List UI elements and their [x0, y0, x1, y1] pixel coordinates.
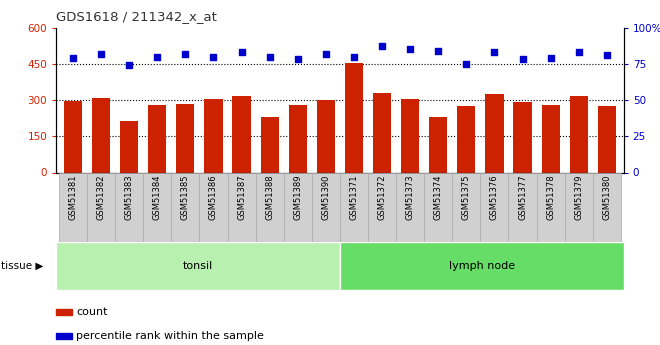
Text: GSM51373: GSM51373: [406, 175, 414, 220]
Point: [68, 55, 79, 61]
Point: [405, 47, 415, 52]
Bar: [373, 93, 391, 172]
Bar: [401, 99, 419, 172]
Text: GDS1618 / 211342_x_at: GDS1618 / 211342_x_at: [56, 10, 217, 23]
Text: GSM51378: GSM51378: [546, 175, 555, 220]
Bar: [255, 172, 284, 242]
Point: [236, 49, 247, 55]
Point: [461, 61, 472, 67]
Bar: [172, 172, 199, 242]
Text: GSM51371: GSM51371: [349, 175, 358, 220]
Bar: [176, 104, 195, 172]
Text: GSM51390: GSM51390: [321, 175, 331, 220]
Text: GSM51375: GSM51375: [462, 175, 471, 220]
Point: [321, 51, 331, 57]
Bar: [424, 172, 452, 242]
Bar: [56, 333, 72, 339]
Bar: [284, 172, 312, 242]
Point: [601, 52, 612, 58]
Text: GSM51376: GSM51376: [490, 175, 499, 220]
Point: [292, 57, 303, 62]
Bar: [480, 172, 508, 242]
Text: GSM51374: GSM51374: [434, 175, 443, 220]
Point: [377, 44, 387, 49]
Point: [96, 51, 106, 57]
Bar: [340, 241, 624, 290]
Bar: [64, 101, 82, 172]
Bar: [143, 172, 172, 242]
Bar: [148, 105, 166, 172]
Point: [208, 54, 218, 59]
Text: GSM51381: GSM51381: [69, 175, 77, 220]
Text: GSM51379: GSM51379: [574, 175, 583, 220]
Bar: [56, 241, 340, 290]
Text: GSM51383: GSM51383: [125, 175, 134, 220]
Bar: [452, 172, 480, 242]
Point: [124, 62, 135, 68]
Point: [348, 54, 359, 59]
Bar: [59, 172, 87, 242]
Bar: [120, 120, 139, 172]
Bar: [429, 117, 447, 172]
Bar: [593, 172, 621, 242]
Text: tonsil: tonsil: [183, 261, 213, 270]
Text: GSM51377: GSM51377: [518, 175, 527, 220]
Bar: [261, 117, 279, 172]
Text: count: count: [76, 307, 108, 317]
Bar: [228, 172, 255, 242]
Bar: [485, 94, 504, 172]
Bar: [87, 172, 115, 242]
Bar: [92, 98, 110, 172]
Text: GSM51385: GSM51385: [181, 175, 190, 220]
Bar: [317, 100, 335, 172]
Text: GSM51382: GSM51382: [96, 175, 106, 220]
Bar: [340, 172, 368, 242]
Point: [517, 57, 528, 62]
Bar: [565, 172, 593, 242]
Text: GSM51389: GSM51389: [293, 175, 302, 220]
Bar: [115, 172, 143, 242]
Bar: [537, 172, 565, 242]
Text: GSM51386: GSM51386: [209, 175, 218, 220]
Bar: [345, 62, 363, 172]
Text: GSM51384: GSM51384: [152, 175, 162, 220]
Text: lymph node: lymph node: [449, 261, 515, 270]
Bar: [288, 105, 307, 172]
Point: [265, 54, 275, 59]
Bar: [513, 102, 532, 172]
Text: GSM51372: GSM51372: [378, 175, 387, 220]
Point: [489, 49, 500, 55]
Text: GSM51387: GSM51387: [237, 175, 246, 220]
Point: [152, 54, 162, 59]
Point: [180, 51, 191, 57]
Bar: [205, 99, 222, 172]
Point: [574, 49, 584, 55]
Text: GSM51380: GSM51380: [603, 175, 611, 220]
Bar: [508, 172, 537, 242]
Bar: [598, 106, 616, 172]
Bar: [541, 105, 560, 172]
Bar: [457, 106, 475, 172]
Bar: [368, 172, 396, 242]
Text: percentile rank within the sample: percentile rank within the sample: [76, 331, 264, 341]
Bar: [56, 309, 72, 315]
Bar: [570, 96, 588, 172]
Bar: [396, 172, 424, 242]
Bar: [312, 172, 340, 242]
Point: [433, 48, 444, 53]
Point: [545, 55, 556, 61]
Bar: [199, 172, 228, 242]
Text: GSM51388: GSM51388: [265, 175, 274, 220]
Bar: [232, 96, 251, 172]
Text: tissue ▶: tissue ▶: [1, 261, 44, 270]
